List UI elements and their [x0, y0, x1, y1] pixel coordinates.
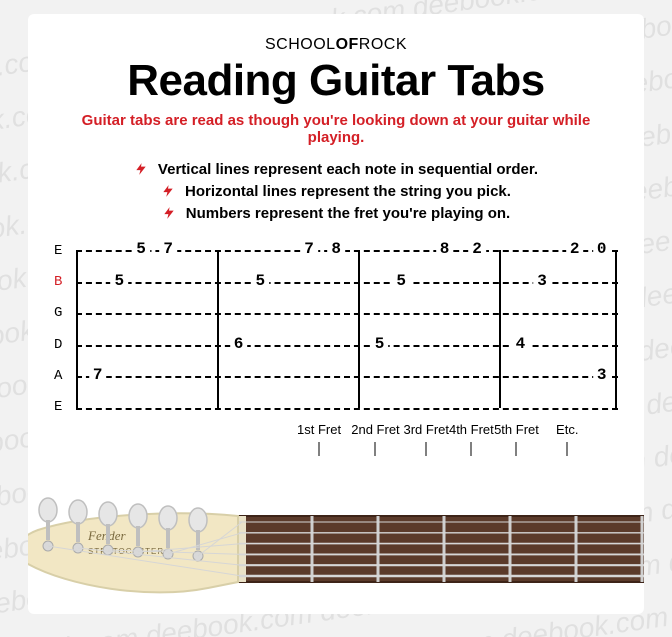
- tab-number: 5: [111, 272, 129, 290]
- fret-label: 1st Fret: [297, 422, 341, 437]
- tab-number: 5: [371, 335, 389, 353]
- tab-number: 7: [159, 240, 177, 258]
- brand-logo: SCHOOLOFROCK: [54, 36, 618, 54]
- bullet-list: Vertical lines represent each note in se…: [54, 160, 618, 222]
- tab-number: 3: [593, 366, 611, 384]
- tab-number: 4: [512, 335, 530, 353]
- string-line: [76, 376, 618, 378]
- bolt-icon: [134, 160, 148, 178]
- tab-number: 5: [132, 240, 150, 258]
- barline: [217, 250, 219, 408]
- string-label: G: [54, 306, 72, 320]
- page-title: Reading Guitar Tabs: [54, 56, 618, 106]
- tab-number: 6: [230, 335, 248, 353]
- tab-number: 8: [327, 240, 345, 258]
- bolt-icon: [162, 204, 176, 222]
- tab-number: 5: [392, 272, 410, 290]
- string-line: [76, 345, 618, 347]
- string-label: D: [54, 338, 72, 352]
- barline: [358, 250, 360, 408]
- tab-number: 7: [300, 240, 318, 258]
- string-line: [76, 313, 618, 315]
- fret-label: 4th Fret: [449, 422, 494, 437]
- subtitle: Guitar tabs are read as though you're lo…: [54, 112, 618, 146]
- string-label: E: [54, 400, 72, 414]
- brand-right: ROCK: [359, 36, 407, 53]
- infographic-card: SCHOOLOFROCK Reading Guitar Tabs Guitar …: [28, 14, 644, 614]
- string-label: E: [54, 244, 72, 258]
- bullet-item: Vertical lines represent each note in se…: [134, 160, 538, 178]
- tab-number: 7: [89, 366, 107, 384]
- brand-left: SCHOOL: [265, 36, 336, 53]
- fret-label: 2nd Fret: [351, 422, 399, 437]
- fret-label: 3rd Fret: [403, 422, 449, 437]
- string-line: [76, 408, 618, 410]
- tab-number: 2: [468, 240, 486, 258]
- bullet-item: Numbers represent the fret you're playin…: [162, 204, 510, 222]
- fret-label: Etc.: [556, 422, 578, 437]
- bolt-icon: [161, 182, 175, 200]
- tab-number: 2: [566, 240, 584, 258]
- barline: [76, 250, 78, 408]
- tab-number: 0: [593, 240, 611, 258]
- tab-number: 8: [436, 240, 454, 258]
- string-label: A: [54, 369, 72, 383]
- staff-area: 75576578558243203: [76, 250, 618, 408]
- bullet-text: Horizontal lines represent the string yo…: [185, 183, 511, 200]
- string-label: B: [54, 275, 72, 289]
- string-labels: E B G D A E: [54, 244, 72, 414]
- tab-number: 3: [533, 272, 551, 290]
- bullet-text: Numbers represent the fret you're playin…: [186, 205, 510, 222]
- tab-number: 5: [251, 272, 269, 290]
- barline: [615, 250, 617, 408]
- barline: [499, 250, 501, 408]
- string-line: [76, 250, 618, 252]
- guitar-illustration: FenderSTRATOCASTER: [28, 454, 644, 614]
- tab-staff: EBGDAE 75576578558243203: [54, 244, 618, 414]
- fret-label: 5th Fret: [494, 422, 539, 437]
- bullet-text: Vertical lines represent each note in se…: [158, 161, 538, 178]
- brand-mid: OF: [336, 36, 359, 53]
- bullet-item: Horizontal lines represent the string yo…: [161, 182, 511, 200]
